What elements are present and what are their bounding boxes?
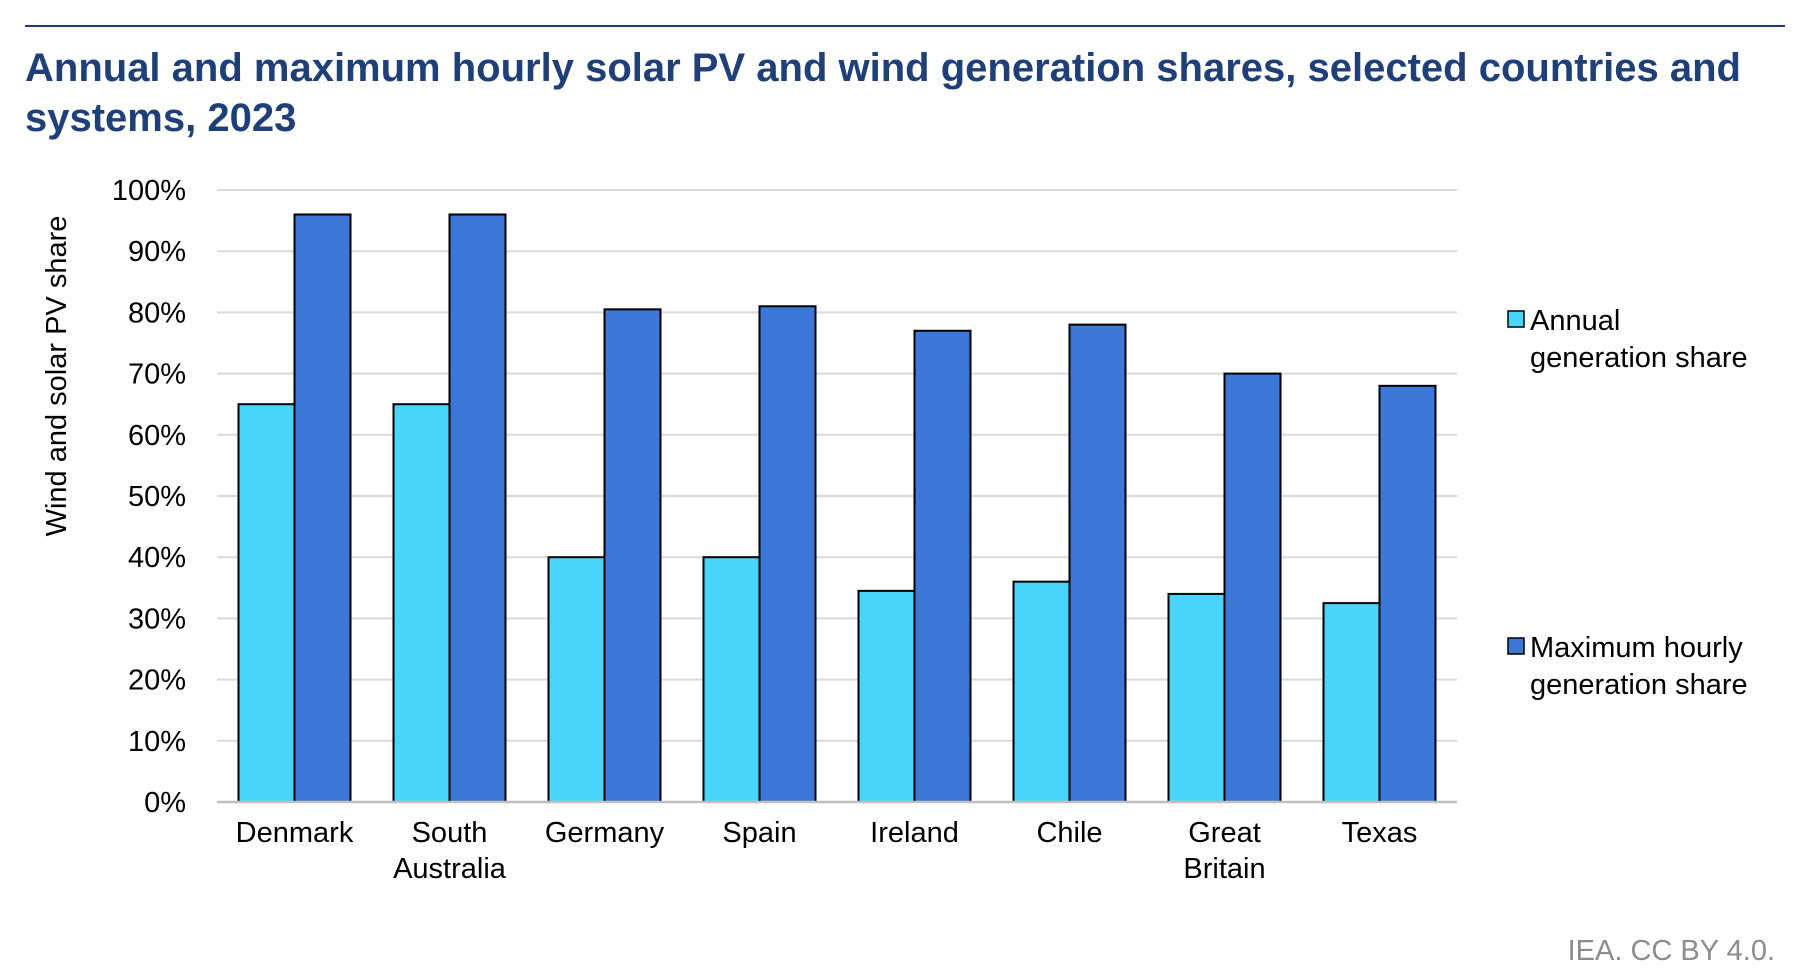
legend-label: Annual	[1530, 305, 1620, 337]
bar-annual-0	[237, 403, 296, 803]
bar-annual-6	[1167, 592, 1226, 803]
x-tick-label: Denmark	[236, 817, 354, 849]
y-tick-label: 60%	[128, 420, 186, 452]
x-tick-label: Ireland	[870, 817, 959, 849]
x-tick-label: Great	[1188, 817, 1261, 849]
y-tick-label: 40%	[128, 542, 186, 574]
y-tick-label: 90%	[128, 236, 186, 268]
bar-maximum-hourly-5	[1068, 323, 1127, 803]
x-tick-label: Australia	[393, 853, 507, 885]
x-tick-label: Spain	[722, 817, 796, 849]
bar-annual-2	[547, 556, 606, 804]
bar-annual-7	[1322, 602, 1381, 803]
x-tick-label: Texas	[1342, 817, 1418, 849]
y-axis-label: Wind and solar PV share	[41, 216, 73, 537]
legend-label: Maximum hourly	[1530, 632, 1743, 664]
legend-swatch-maximum-hourly	[1507, 637, 1525, 655]
bar-maximum-hourly-3	[758, 305, 817, 803]
y-tick-label: 50%	[128, 481, 186, 513]
axes: 0% 10% 20% 30% 40% 50% 60% 70% 80% 90% 100% Denmark…	[41, 175, 1457, 885]
x-tick-label: South	[412, 817, 488, 849]
bar-maximum-hourly-2	[603, 308, 662, 803]
bar-maximum-hourly-6	[1223, 372, 1282, 803]
y-tick-label: 10%	[128, 726, 186, 758]
credit-text: IEA. CC BY 4.0.	[1567, 935, 1775, 967]
y-tick-label: 30%	[128, 603, 186, 635]
y-tick-label: 20%	[128, 665, 186, 697]
legend-label: generation share	[1530, 669, 1748, 701]
bar-annual-1	[392, 403, 451, 803]
legend: Annual generation share Maximum hourly gene…	[1507, 305, 1748, 701]
y-tick-label: 70%	[128, 359, 186, 391]
top-rule	[25, 25, 1785, 27]
legend-label: generation share	[1530, 342, 1748, 374]
bar-annual-3	[702, 556, 761, 804]
x-tick-label: Chile	[1036, 817, 1102, 849]
bars	[237, 213, 1437, 804]
x-tick-label: Britain	[1183, 853, 1265, 885]
bar-annual-5	[1012, 580, 1071, 803]
bar-maximum-hourly-7	[1378, 384, 1437, 803]
y-tick-label: 80%	[128, 297, 186, 329]
bar-annual-4	[857, 589, 916, 803]
legend-swatch-annual	[1507, 310, 1525, 328]
y-tick-label: 0%	[144, 787, 186, 819]
y-tick-label: 100%	[112, 175, 186, 207]
bar-maximum-hourly-4	[913, 329, 972, 803]
bar-maximum-hourly-0	[293, 213, 352, 804]
bar-maximum-hourly-1	[448, 213, 507, 804]
x-tick-label: Germany	[545, 817, 665, 849]
chart-title: Annual and maximum hourly solar PV and w…	[25, 46, 1741, 140]
